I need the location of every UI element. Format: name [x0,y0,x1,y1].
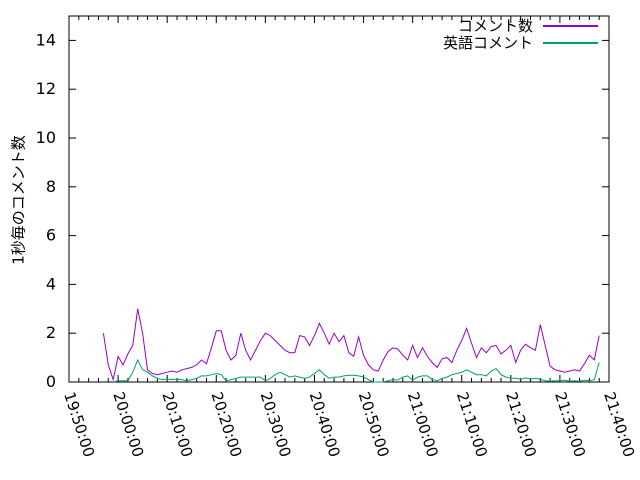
svg-text:21:40:00: 21:40:00 [600,390,638,460]
y-axis-tick-labels: 0 2 4 6 8 10 12 14 [36,30,56,391]
svg-text:6: 6 [46,226,56,245]
y-axis-ticks [69,39,609,383]
plot-frame [68,15,610,383]
legend: コメント数 英語コメント [0,18,598,51]
svg-text:21:00:00: 21:00:00 [404,390,442,460]
svg-text:8: 8 [46,177,56,196]
legend-item-comments: コメント数 [458,18,598,34]
svg-text:2: 2 [46,323,56,342]
comments-line-sample [543,25,598,27]
series-line-1 [113,358,600,383]
svg-text:20:40:00: 20:40:00 [306,390,344,460]
svg-text:14: 14 [36,30,56,49]
series-line-0 [102,308,600,382]
legend-label-english: 英語コメント [442,34,533,52]
svg-text:19:50:00: 19:50:00 [60,390,98,460]
svg-text:4: 4 [46,274,56,293]
svg-text:21:30:00: 21:30:00 [551,390,589,460]
series-lines [102,308,600,383]
svg-text:12: 12 [36,79,56,98]
english-line-sample [543,42,598,44]
legend-label-comments: コメント数 [457,17,533,35]
x-axis-tick-labels: 19:50:00 20:00:00 20:10:00 20:20:00 20:30:00… [60,390,638,460]
svg-text:10: 10 [36,128,56,147]
svg-text:20:00:00: 20:00:00 [109,390,147,460]
svg-text:20:30:00: 20:30:00 [257,390,295,460]
x-axis-ticks [68,16,610,382]
y-axis-title: 1秒毎のコメント数 [9,135,28,265]
svg-text:0: 0 [46,372,56,391]
svg-text:20:50:00: 20:50:00 [355,390,393,460]
svg-text:21:20:00: 21:20:00 [502,390,540,460]
legend-item-english: 英語コメント [443,35,598,51]
svg-text:20:10:00: 20:10:00 [158,390,196,460]
svg-text:20:20:00: 20:20:00 [207,390,245,460]
svg-text:21:10:00: 21:10:00 [453,390,491,460]
